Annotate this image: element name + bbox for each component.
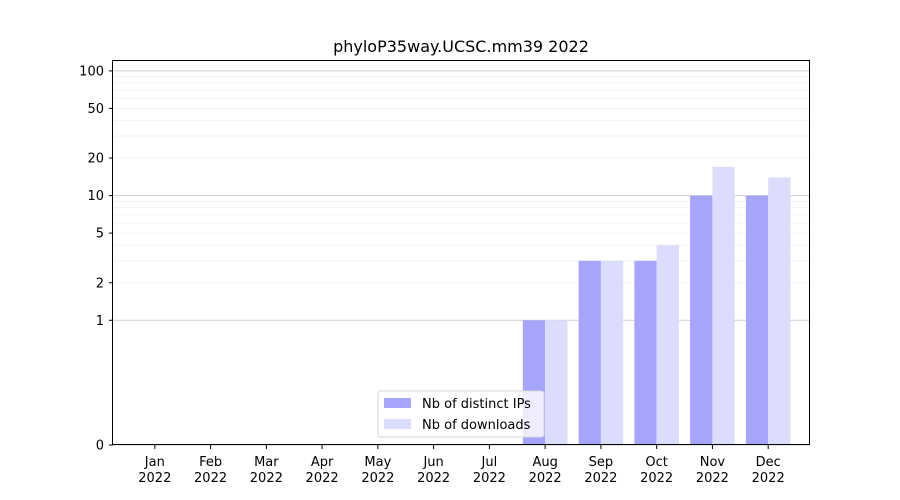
x-tick-label-year: 2022 xyxy=(473,471,506,486)
y-tick-label: 10 xyxy=(87,189,104,204)
y-tick-label: 2 xyxy=(96,276,104,291)
y-tick-label: 20 xyxy=(87,152,104,167)
x-tick-label-month: Feb xyxy=(199,455,222,470)
bar-downloads-aug xyxy=(545,320,568,445)
bar-downloads-sep xyxy=(600,260,624,445)
bar-distinct-ips-nov xyxy=(690,195,713,445)
x-tick-label-year: 2022 xyxy=(696,471,729,486)
plot-frame xyxy=(112,60,810,445)
chart-title: phyloP35way.UCSC.mm39 2022 xyxy=(333,37,589,56)
bar-downloads-dec xyxy=(768,177,791,445)
x-tick-label-year: 2022 xyxy=(584,471,617,486)
x-tick-label-year: 2022 xyxy=(250,471,283,486)
legend-label: Nb of downloads xyxy=(422,418,531,433)
x-tick-label-month: Sep xyxy=(589,455,614,470)
y-tick-label: 0 xyxy=(96,439,104,454)
y-tick-label: 50 xyxy=(87,102,104,117)
y-axis: 0 1 2 5 10 20 50 100 xyxy=(79,64,113,454)
bar-distinct-ips-dec xyxy=(745,195,769,445)
x-tick-label-month: Jun xyxy=(422,455,443,470)
x-tick-label-month: Oct xyxy=(645,455,667,470)
x-tick-label-year: 2022 xyxy=(640,471,673,486)
x-tick-label-month: Jul xyxy=(481,455,498,470)
x-tick-label-month: Aug xyxy=(532,455,557,470)
x-axis: Jan2022Feb2022Mar2022Apr2022May2022Jun20… xyxy=(138,445,785,486)
x-tick-label-month: Dec xyxy=(756,455,781,470)
bar-distinct-ips-oct xyxy=(634,260,657,445)
bar-distinct-ips-sep xyxy=(578,260,601,445)
x-tick-label-month: Jan xyxy=(144,455,165,470)
x-tick-label-year: 2022 xyxy=(752,471,785,486)
x-tick-label-year: 2022 xyxy=(194,471,227,486)
x-tick-label-month: Apr xyxy=(311,455,334,470)
legend-box xyxy=(377,390,545,438)
x-tick-label-month: Mar xyxy=(254,455,279,470)
x-tick-label-year: 2022 xyxy=(138,471,171,486)
x-tick-label-month: May xyxy=(364,455,391,470)
bar-downloads-nov xyxy=(712,166,735,445)
y-tick-label: 5 xyxy=(96,227,104,242)
legend: Nb of distinct IPs Nb of downloads xyxy=(377,390,545,438)
bars xyxy=(522,166,791,445)
x-tick-label-month: Nov xyxy=(700,455,726,470)
x-tick-label-year: 2022 xyxy=(306,471,339,486)
y-tick-label: 1 xyxy=(96,314,104,329)
x-tick-label-year: 2022 xyxy=(361,471,394,486)
y-tick-label: 100 xyxy=(79,64,104,79)
x-tick-label-year: 2022 xyxy=(417,471,450,486)
legend-swatch xyxy=(384,419,411,429)
legend-label: Nb of distinct IPs xyxy=(422,397,531,412)
x-tick-label-year: 2022 xyxy=(529,471,562,486)
bar-downloads-oct xyxy=(656,245,679,445)
legend-swatch xyxy=(384,398,411,408)
